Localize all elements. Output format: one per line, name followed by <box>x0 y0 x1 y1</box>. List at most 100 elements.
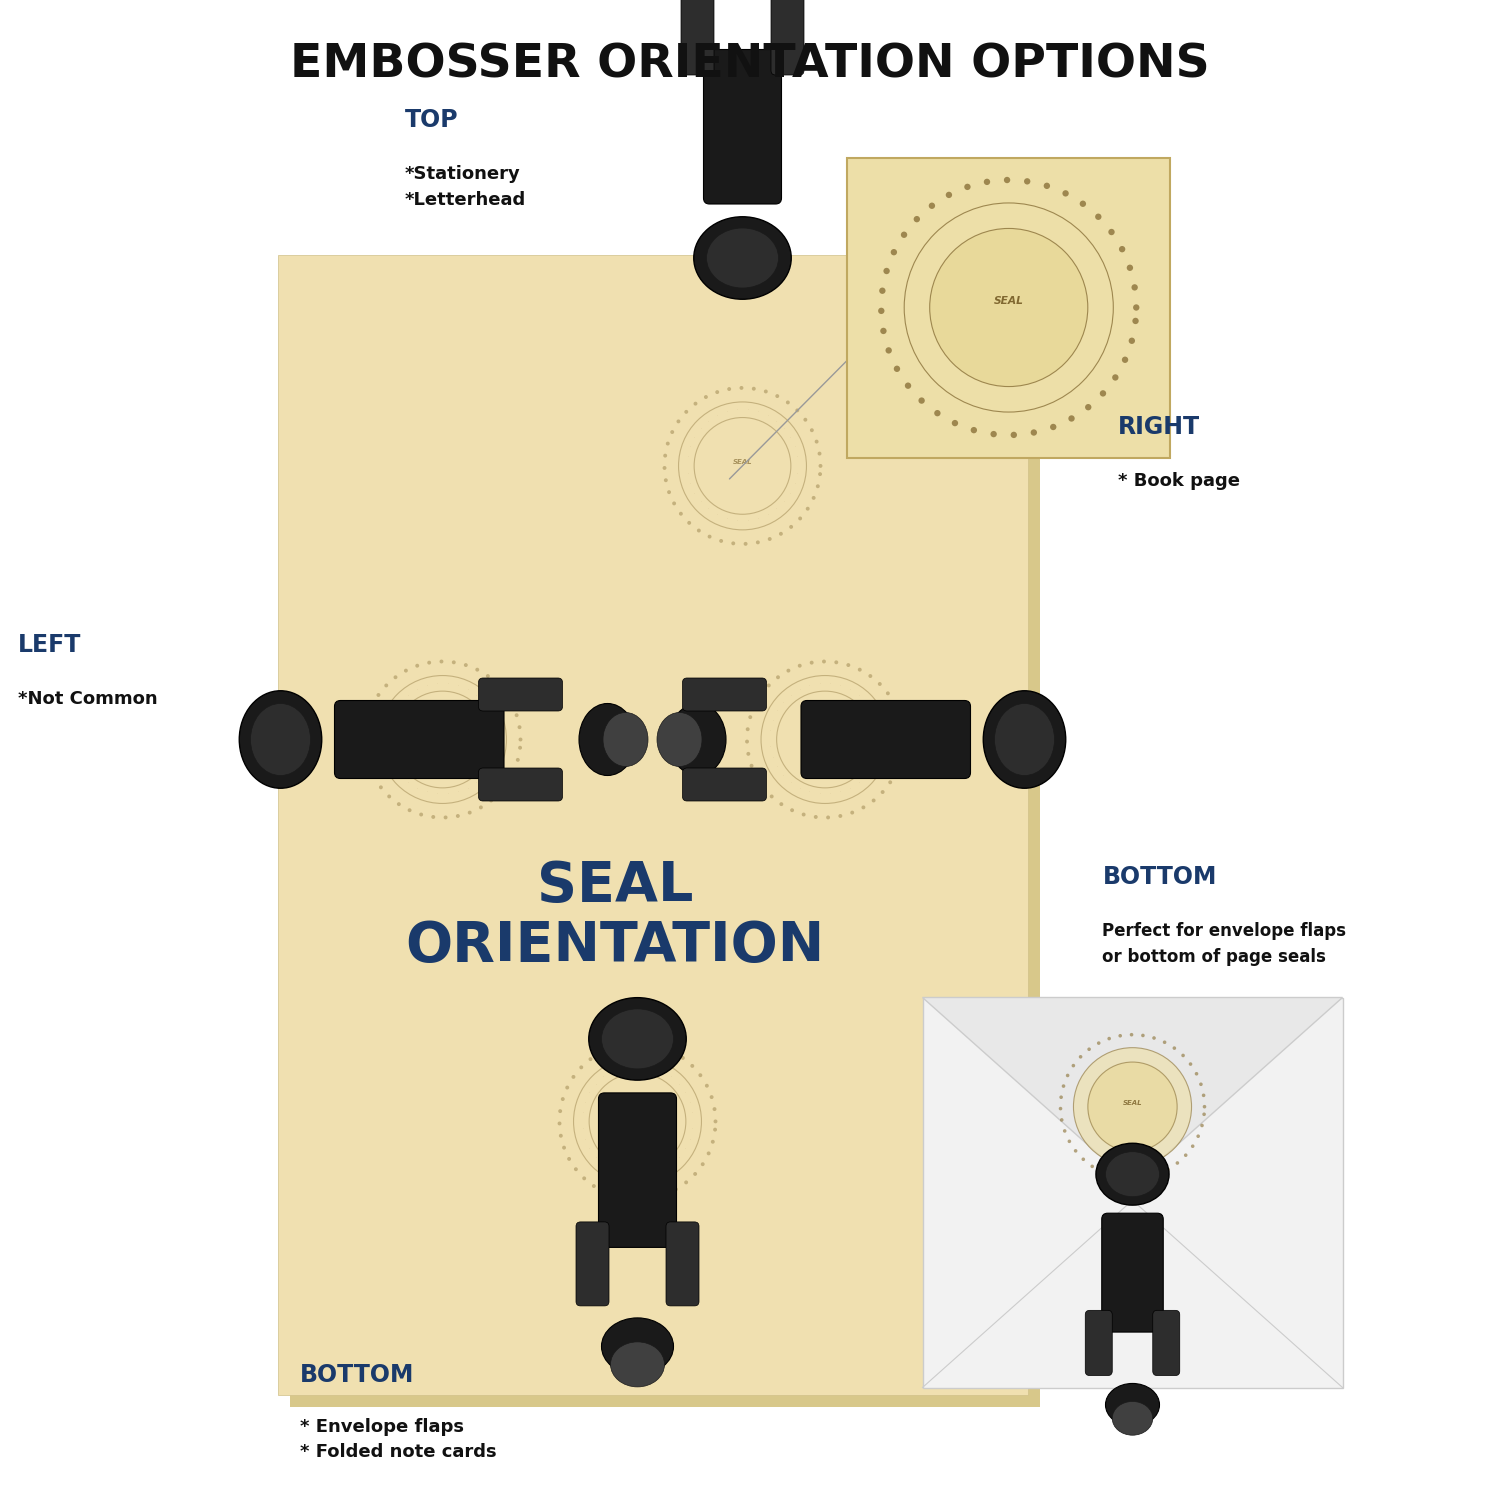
FancyBboxPatch shape <box>334 700 504 778</box>
Circle shape <box>888 780 892 784</box>
Circle shape <box>1024 178 1030 184</box>
Circle shape <box>754 776 759 778</box>
Circle shape <box>419 813 423 816</box>
Circle shape <box>495 682 500 686</box>
FancyBboxPatch shape <box>1084 1311 1112 1376</box>
Circle shape <box>884 268 890 274</box>
Circle shape <box>687 520 692 525</box>
Circle shape <box>1203 1106 1206 1108</box>
Circle shape <box>1132 318 1138 324</box>
Circle shape <box>1030 429 1036 435</box>
Circle shape <box>592 1184 596 1188</box>
Circle shape <box>478 806 483 810</box>
Circle shape <box>1064 1130 1066 1132</box>
Circle shape <box>380 786 382 789</box>
Circle shape <box>746 740 748 744</box>
Circle shape <box>892 702 897 706</box>
Circle shape <box>658 1046 663 1048</box>
Circle shape <box>1191 1144 1194 1148</box>
Circle shape <box>684 1180 688 1185</box>
Circle shape <box>516 758 519 762</box>
Circle shape <box>693 402 698 405</box>
Circle shape <box>1128 338 1136 344</box>
FancyBboxPatch shape <box>922 998 1342 1388</box>
Circle shape <box>704 394 708 399</box>
Text: SEAL: SEAL <box>994 296 1023 306</box>
Circle shape <box>878 308 885 314</box>
Circle shape <box>918 398 926 404</box>
FancyBboxPatch shape <box>666 1222 699 1306</box>
Circle shape <box>1074 1047 1191 1166</box>
Circle shape <box>1173 1047 1176 1050</box>
Circle shape <box>766 684 771 687</box>
Circle shape <box>990 430 998 438</box>
Text: * Book page: * Book page <box>1118 472 1239 490</box>
Text: BOTTOM: BOTTOM <box>1102 865 1216 889</box>
Circle shape <box>1107 1036 1112 1041</box>
Ellipse shape <box>602 1010 674 1070</box>
Ellipse shape <box>603 712 648 766</box>
Text: LEFT: LEFT <box>18 633 81 657</box>
Circle shape <box>1062 1084 1065 1088</box>
Circle shape <box>1144 1176 1149 1179</box>
Circle shape <box>1101 1170 1104 1174</box>
Circle shape <box>1152 1036 1156 1040</box>
Circle shape <box>810 660 813 664</box>
FancyBboxPatch shape <box>801 700 970 778</box>
Circle shape <box>798 664 801 668</box>
Circle shape <box>970 427 976 433</box>
Circle shape <box>476 668 478 672</box>
Circle shape <box>614 1194 618 1198</box>
Circle shape <box>1059 1095 1064 1100</box>
Circle shape <box>868 674 873 678</box>
Circle shape <box>558 1122 561 1125</box>
Circle shape <box>518 724 522 729</box>
Circle shape <box>1066 1074 1070 1077</box>
Circle shape <box>1074 1149 1077 1152</box>
Circle shape <box>598 1050 603 1054</box>
Circle shape <box>786 400 790 405</box>
Circle shape <box>768 537 771 542</box>
FancyBboxPatch shape <box>598 1094 676 1248</box>
Circle shape <box>850 810 853 814</box>
Ellipse shape <box>669 704 726 776</box>
Circle shape <box>678 402 807 530</box>
Circle shape <box>378 675 507 804</box>
Circle shape <box>902 738 904 741</box>
Circle shape <box>914 216 920 222</box>
Circle shape <box>928 202 934 208</box>
Circle shape <box>706 1152 711 1155</box>
Circle shape <box>432 815 435 819</box>
Circle shape <box>646 1042 651 1046</box>
Circle shape <box>1119 246 1125 252</box>
Circle shape <box>1084 404 1092 411</box>
Circle shape <box>404 669 408 672</box>
Text: *Stationery
*Letterhead: *Stationery *Letterhead <box>405 165 526 209</box>
Circle shape <box>684 410 688 414</box>
Circle shape <box>440 660 444 663</box>
Polygon shape <box>922 998 1342 1185</box>
Ellipse shape <box>984 690 1065 789</box>
Circle shape <box>694 417 790 514</box>
Circle shape <box>573 1058 702 1185</box>
Circle shape <box>984 178 990 184</box>
Text: RIGHT: RIGHT <box>1118 416 1200 440</box>
Circle shape <box>514 714 519 717</box>
Circle shape <box>801 813 806 816</box>
Circle shape <box>1142 1034 1144 1038</box>
Circle shape <box>894 366 900 372</box>
FancyBboxPatch shape <box>681 0 714 75</box>
Ellipse shape <box>994 704 1054 776</box>
Circle shape <box>452 660 456 664</box>
Circle shape <box>1078 1054 1083 1059</box>
Circle shape <box>711 1140 714 1143</box>
Ellipse shape <box>610 1342 664 1388</box>
Circle shape <box>1162 1041 1167 1044</box>
Circle shape <box>698 528 700 532</box>
Circle shape <box>670 430 674 433</box>
Circle shape <box>370 704 374 708</box>
Circle shape <box>904 202 1113 412</box>
Circle shape <box>1122 357 1128 363</box>
Circle shape <box>512 770 516 774</box>
Circle shape <box>670 1050 674 1053</box>
